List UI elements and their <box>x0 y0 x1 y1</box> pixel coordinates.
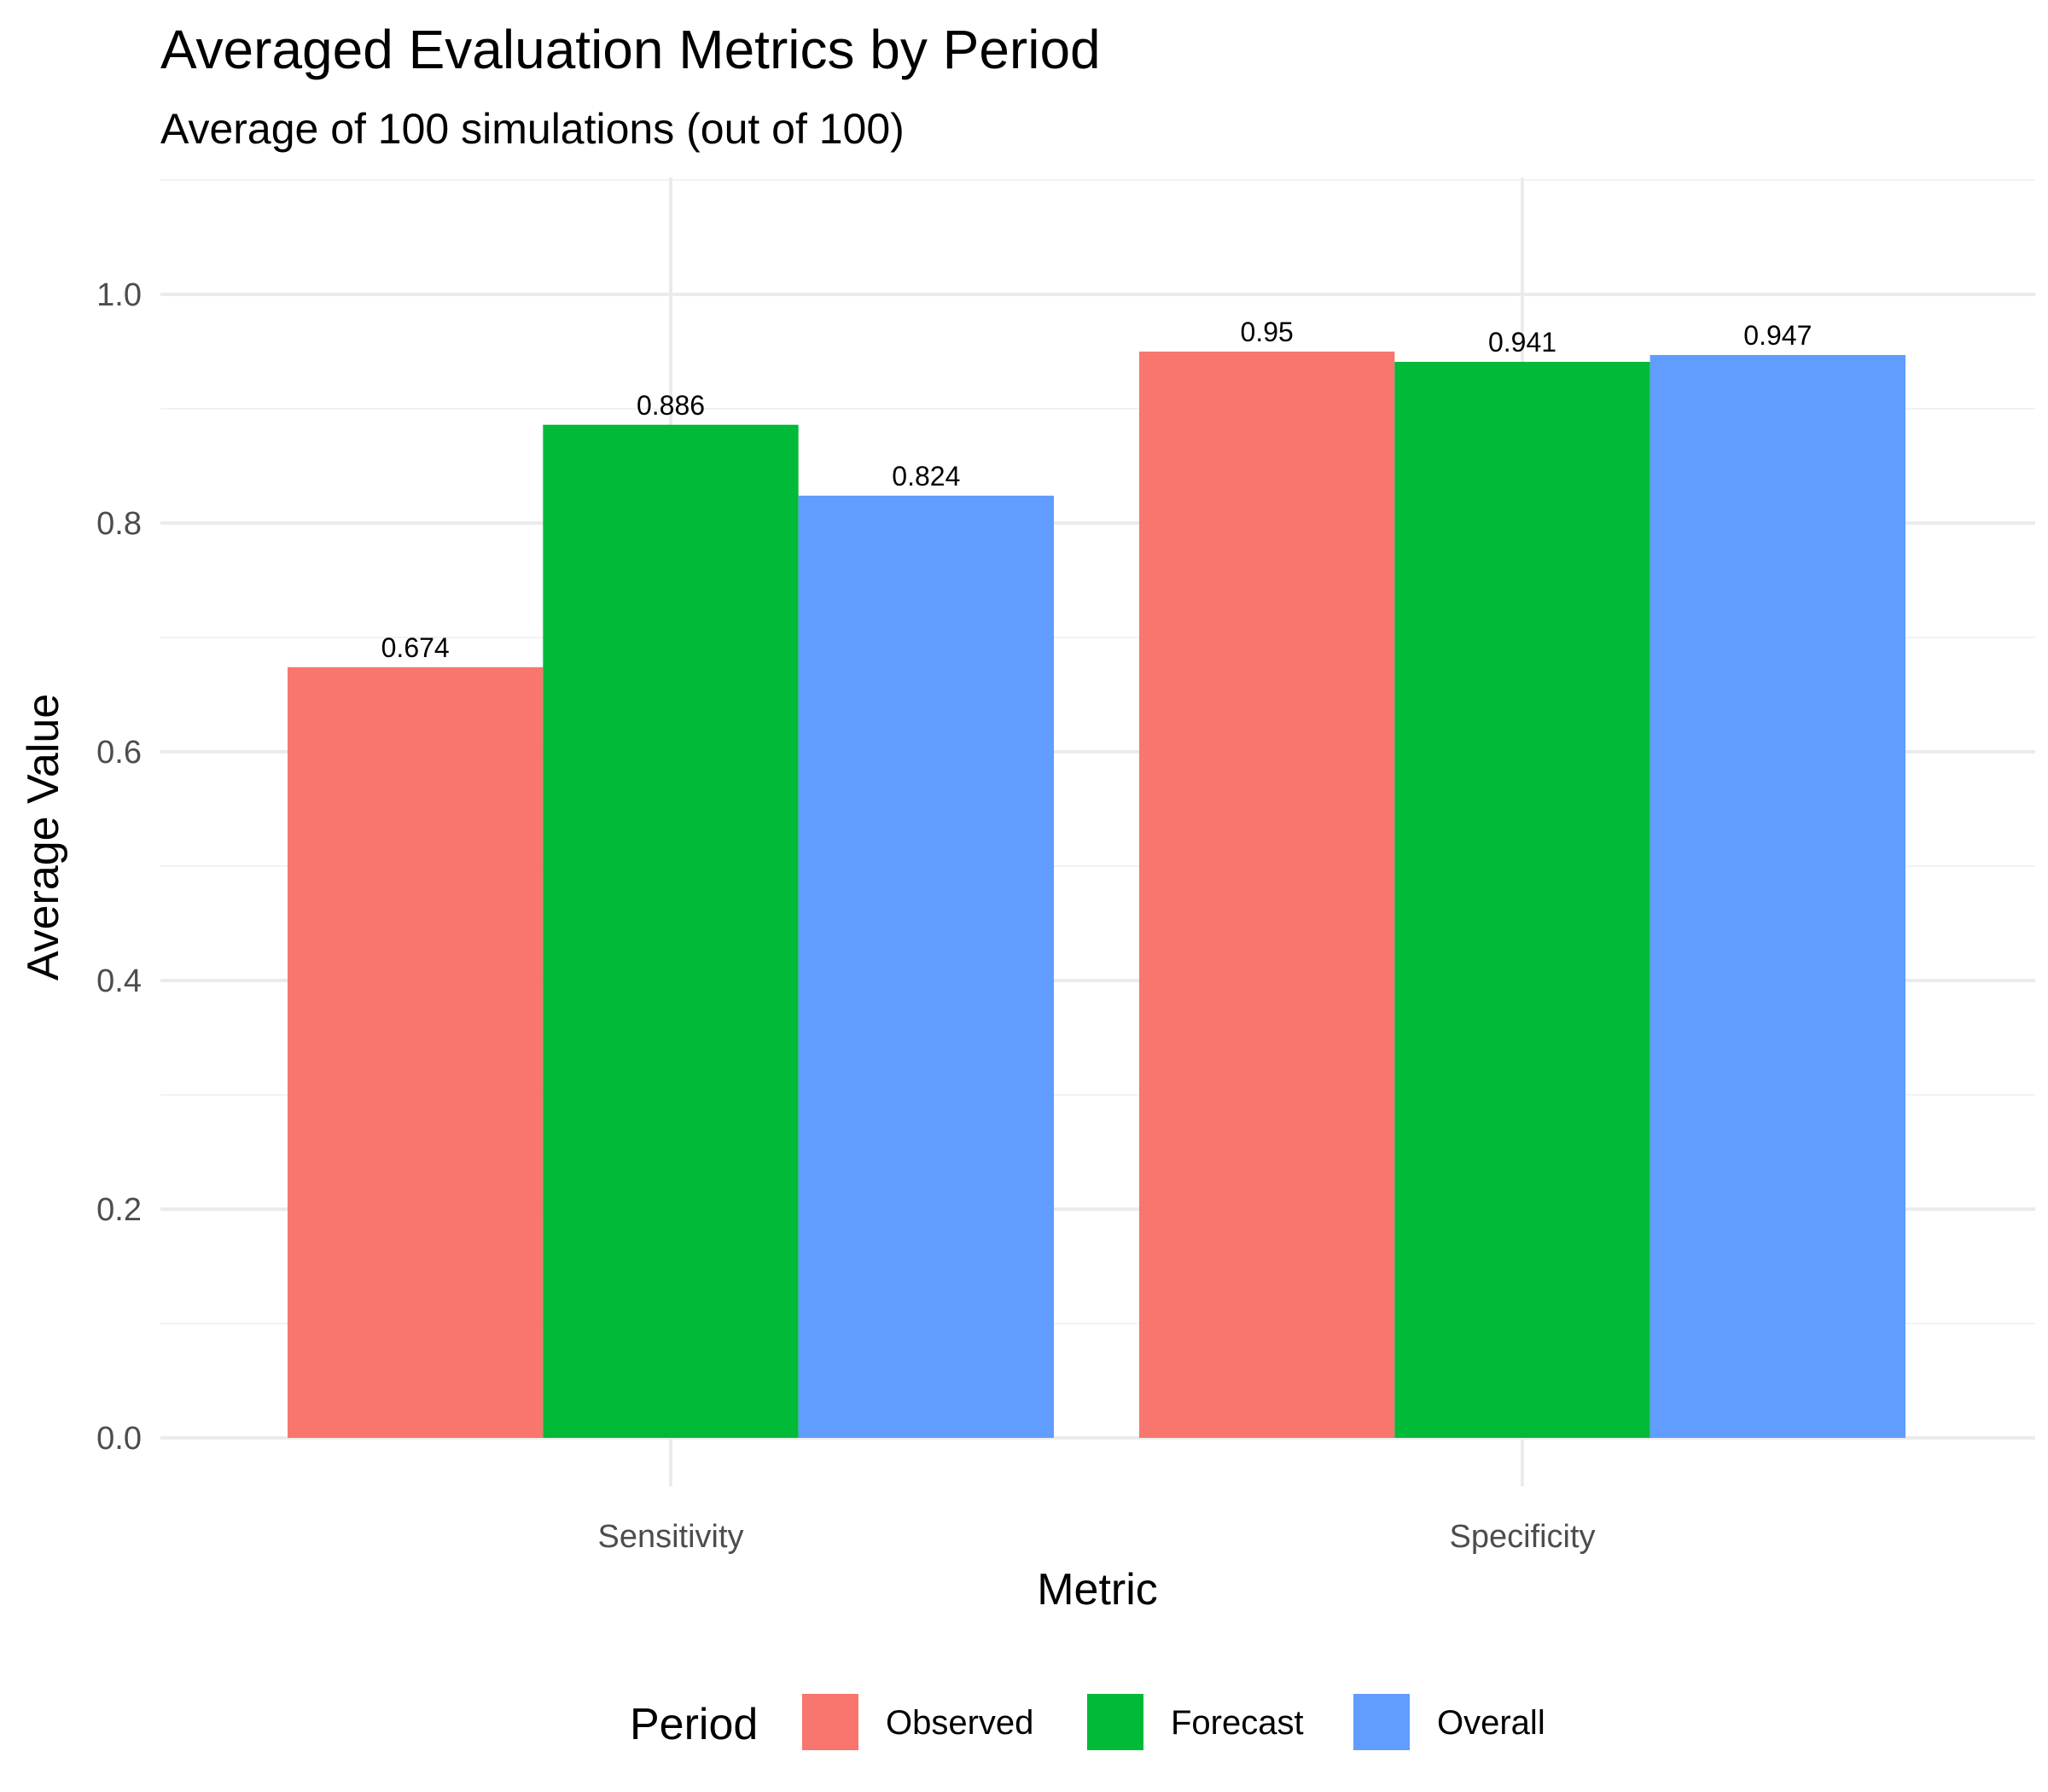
legend-label-observed: Observed <box>886 1704 1033 1742</box>
y-tick-label: 0.2 <box>96 1192 142 1228</box>
y-tick-label: 1.0 <box>96 277 142 313</box>
bar-observed-sensitivity <box>288 666 544 1438</box>
bar-overall-specificity <box>1649 355 1905 1438</box>
legend-label-forecast: Forecast <box>1171 1704 1304 1742</box>
y-tick-label: 0.4 <box>96 963 142 999</box>
chart-subtitle: Average of 100 simulations (out of 100) <box>160 105 905 153</box>
bar-observed-specificity <box>1139 352 1395 1438</box>
bar-value-label: 0.947 <box>1743 320 1812 351</box>
y-axis-title: Average Value <box>19 694 68 980</box>
y-tick-label: 0.6 <box>96 735 142 771</box>
bar-value-label: 0.886 <box>637 390 705 421</box>
bar-forecast-specificity <box>1394 362 1650 1438</box>
y-tick-label: 0.0 <box>96 1421 142 1457</box>
bar-overall-sensitivity <box>798 495 1054 1438</box>
x-tick-label: Sensitivity <box>597 1519 743 1555</box>
legend-key-overall <box>1353 1694 1410 1750</box>
chart-title: Averaged Evaluation Metrics by Period <box>160 19 1101 80</box>
bar-value-label: 0.95 <box>1241 317 1294 347</box>
legend-key-forecast <box>1087 1694 1143 1750</box>
bar-value-label: 0.674 <box>381 632 450 663</box>
bar-value-label: 0.941 <box>1488 327 1556 358</box>
bars <box>288 352 1905 1438</box>
bar-labels: 0.674 0.886 0.824 0.95 0.941 0.947 <box>381 317 1812 663</box>
x-tick-label: Specificity <box>1449 1519 1595 1555</box>
legend-label-overall: Overall <box>1437 1704 1545 1742</box>
x-axis-title: Metric <box>1037 1565 1158 1615</box>
y-axis-ticks: 0.0 0.2 0.4 0.6 0.8 1.0 <box>96 277 142 1457</box>
bar-forecast-sensitivity <box>543 424 799 1438</box>
legend: Period Observed Forecast Overall <box>630 1694 1545 1750</box>
bar-value-label: 0.824 <box>892 461 960 492</box>
legend-title: Period <box>630 1700 758 1749</box>
legend-key-observed <box>802 1694 858 1750</box>
y-tick-label: 0.8 <box>96 506 142 542</box>
x-axis-ticks: Sensitivity Specificity <box>597 1519 1595 1555</box>
